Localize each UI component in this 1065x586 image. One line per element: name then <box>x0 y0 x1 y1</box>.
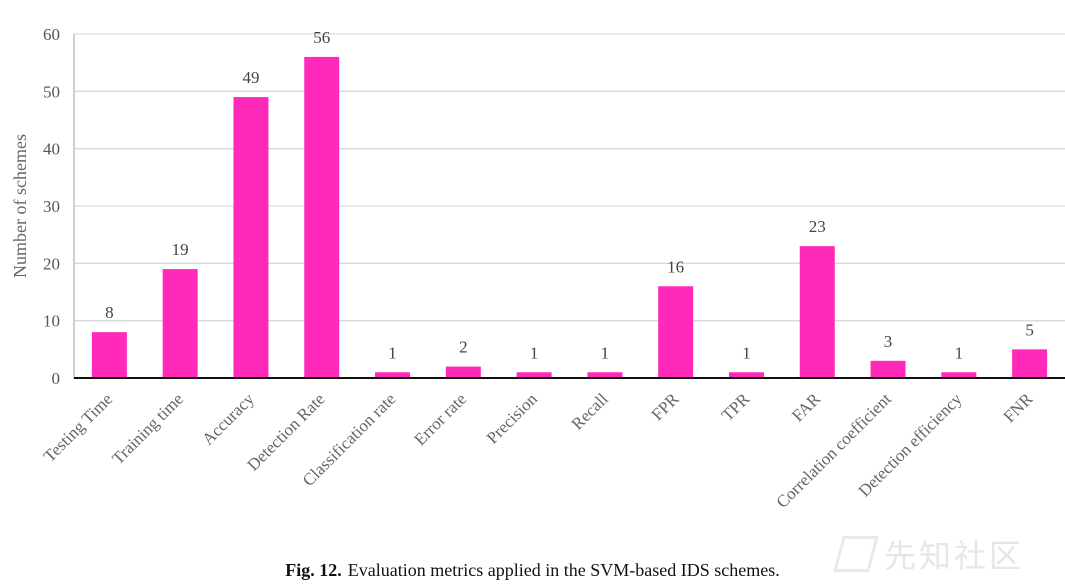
watermark: 先知社区 <box>833 534 1048 575</box>
data-label: 1 <box>742 343 751 362</box>
y-tick-label: 50 <box>43 82 60 101</box>
caption-label: Fig. 12. <box>285 560 342 580</box>
bar <box>445 366 481 378</box>
bar <box>375 372 411 378</box>
y-tick-label: 60 <box>43 25 60 44</box>
data-label: 5 <box>1025 320 1034 339</box>
x-tick-label: Error rate <box>410 389 470 449</box>
bar <box>1012 349 1048 378</box>
bar <box>304 56 340 378</box>
grid-lines <box>74 33 1065 322</box>
y-tick-label: 20 <box>43 254 60 273</box>
data-label: 1 <box>530 343 539 362</box>
x-tick-label: Recall <box>568 389 612 433</box>
y-tick-label: 0 <box>52 369 61 388</box>
bar <box>91 332 127 378</box>
x-tick-label: FPR <box>648 389 683 424</box>
labels: 0 10 20 30 40 50 60 8 Testing Time 19 Training tim… <box>40 25 1037 512</box>
y-tick-label: 40 <box>43 140 60 159</box>
xianzhi-logo-icon <box>833 536 879 572</box>
x-tick-label: FAR <box>788 389 824 425</box>
data-label: 16 <box>667 257 684 276</box>
x-tick-label: Training time <box>108 389 187 468</box>
data-label: 23 <box>809 217 826 236</box>
data-label: 1 <box>955 343 964 362</box>
bar <box>728 372 764 378</box>
y-tick-label: 10 <box>43 312 60 331</box>
data-label: 8 <box>105 303 114 322</box>
bar <box>870 360 906 378</box>
y-tick-label: 30 <box>43 197 60 216</box>
bars <box>91 56 1048 379</box>
bar <box>799 246 835 378</box>
x-tick-label: Precision <box>483 389 542 448</box>
bar-chart: 0 10 20 30 40 50 60 8 Testing Time 19 Training tim… <box>10 25 1065 512</box>
data-label: 56 <box>313 28 330 47</box>
bar <box>658 286 694 378</box>
x-tick-label: Testing Time <box>40 389 116 465</box>
figure-caption: Fig. 12. Evaluation metrics applied in th… <box>0 560 1065 581</box>
x-tick-label: FNR <box>1000 389 1037 426</box>
data-label: 3 <box>884 332 893 351</box>
x-tick-label: Accuracy <box>198 389 258 449</box>
data-label: 19 <box>172 240 189 259</box>
bar <box>587 372 623 378</box>
bar <box>162 269 198 378</box>
axes <box>73 34 1065 379</box>
data-label: 1 <box>601 343 610 362</box>
x-tick-label: Correlation coefficient <box>773 389 896 512</box>
data-label: 49 <box>242 68 259 87</box>
caption-text: Evaluation metrics applied in the SVM-ba… <box>347 560 780 580</box>
bar <box>516 372 552 378</box>
watermark-text: 先知社区 <box>884 537 1025 575</box>
x-tick-label: TPR <box>718 389 754 425</box>
bar <box>941 372 977 378</box>
data-label: 2 <box>459 338 468 357</box>
data-label: 1 <box>388 343 397 362</box>
y-axis-title: Number of schemes <box>10 134 30 278</box>
bar <box>233 97 269 379</box>
